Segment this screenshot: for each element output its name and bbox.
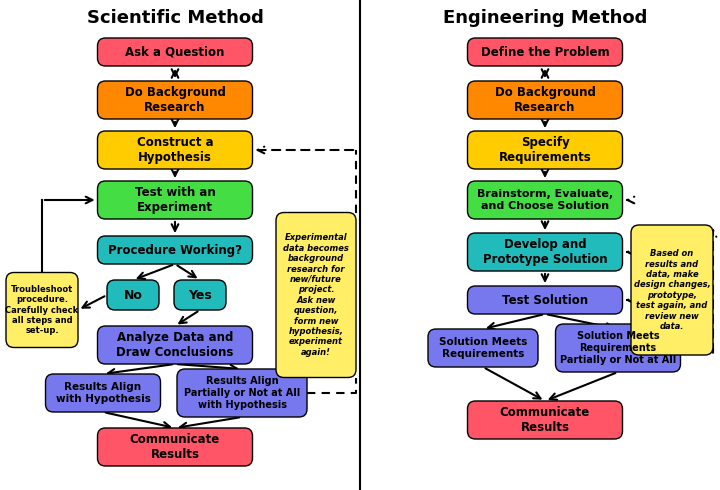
Text: Engineering Method: Engineering Method <box>443 9 647 27</box>
FancyBboxPatch shape <box>467 286 623 314</box>
FancyBboxPatch shape <box>467 131 623 169</box>
FancyBboxPatch shape <box>97 428 253 466</box>
FancyBboxPatch shape <box>467 181 623 219</box>
FancyBboxPatch shape <box>631 225 713 355</box>
Text: No: No <box>124 289 143 301</box>
FancyBboxPatch shape <box>556 324 680 372</box>
FancyBboxPatch shape <box>276 213 356 377</box>
Text: Construct a
Hypothesis: Construct a Hypothesis <box>137 136 213 164</box>
Text: Communicate
Results: Communicate Results <box>500 406 590 434</box>
Text: Develop and
Prototype Solution: Develop and Prototype Solution <box>482 238 607 266</box>
Text: Test with an
Experiment: Test with an Experiment <box>135 186 215 214</box>
FancyBboxPatch shape <box>97 81 253 119</box>
FancyBboxPatch shape <box>97 326 253 364</box>
FancyBboxPatch shape <box>177 369 307 417</box>
Text: Solution Meets
Requirements
Partially or Not at All: Solution Meets Requirements Partially or… <box>560 331 676 365</box>
Text: Ask a Question: Ask a Question <box>125 46 225 58</box>
Text: Procedure Working?: Procedure Working? <box>108 244 242 256</box>
FancyBboxPatch shape <box>467 81 623 119</box>
Text: Specify
Requirements: Specify Requirements <box>499 136 591 164</box>
Text: Troubleshoot
procedure.
Carefully check
all steps and
set-up.: Troubleshoot procedure. Carefully check … <box>5 285 78 335</box>
Text: Communicate
Results: Communicate Results <box>130 433 220 461</box>
FancyBboxPatch shape <box>97 181 253 219</box>
Text: Experimental
data becomes
background
research for
new/future
project.
Ask new
qu: Experimental data becomes background res… <box>283 233 349 357</box>
FancyBboxPatch shape <box>107 280 159 310</box>
Text: Test Solution: Test Solution <box>502 294 588 307</box>
Text: Brainstorm, Evaluate,
and Choose Solution: Brainstorm, Evaluate, and Choose Solutio… <box>477 189 613 211</box>
Text: Do Background
Research: Do Background Research <box>495 86 595 114</box>
FancyBboxPatch shape <box>467 401 623 439</box>
FancyBboxPatch shape <box>467 233 623 271</box>
FancyBboxPatch shape <box>97 38 253 66</box>
FancyBboxPatch shape <box>6 272 78 347</box>
FancyBboxPatch shape <box>97 131 253 169</box>
FancyBboxPatch shape <box>467 38 623 66</box>
Text: Analyze Data and
Draw Conclusions: Analyze Data and Draw Conclusions <box>117 331 234 359</box>
FancyBboxPatch shape <box>174 280 226 310</box>
Text: Scientific Method: Scientific Method <box>86 9 264 27</box>
FancyBboxPatch shape <box>45 374 161 412</box>
Text: Based on
results and
data, make
design changes,
prototype,
test again, and
revie: Based on results and data, make design c… <box>634 249 711 331</box>
Text: Solution Meets
Requirements: Solution Meets Requirements <box>438 337 527 359</box>
Text: Results Align
Partially or Not at All
with Hypothesis: Results Align Partially or Not at All wi… <box>184 376 300 410</box>
FancyBboxPatch shape <box>428 329 538 367</box>
FancyBboxPatch shape <box>97 236 253 264</box>
Text: Do Background
Research: Do Background Research <box>125 86 225 114</box>
Text: Define the Problem: Define the Problem <box>481 46 609 58</box>
Text: Yes: Yes <box>188 289 212 301</box>
Text: Results Align
with Hypothesis: Results Align with Hypothesis <box>55 382 150 404</box>
